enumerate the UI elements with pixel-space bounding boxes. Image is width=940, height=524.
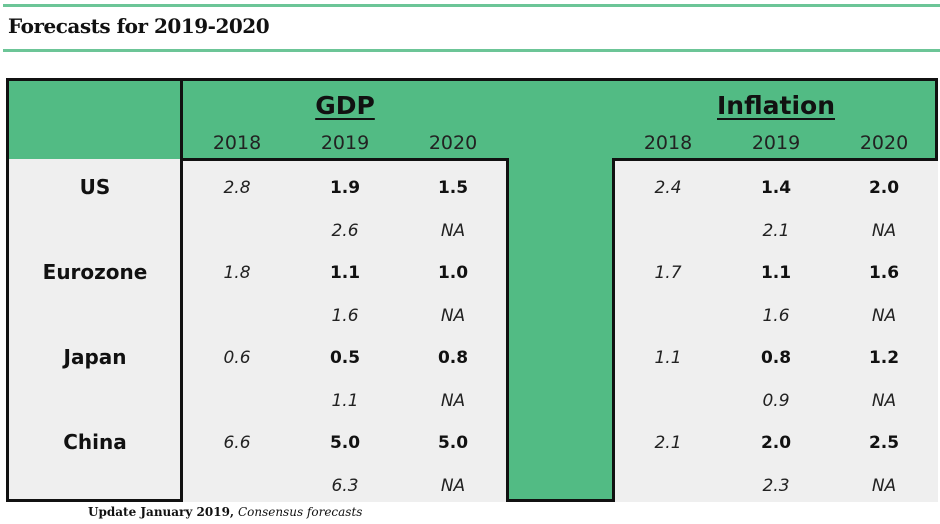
- inflation-2020: 2.5: [868, 433, 900, 453]
- inflation-2020: 1.2: [868, 348, 900, 368]
- gdp-2019-previous: 6.3: [331, 476, 359, 496]
- inflation-2020-previous: NA: [871, 391, 897, 411]
- inflation-2019: 0.8: [760, 348, 792, 368]
- inflation-2019-previous: 2.3: [762, 476, 790, 496]
- inflation-2018: 1.7: [654, 263, 682, 283]
- gdp-2020-previous: NA: [440, 391, 466, 411]
- country-label: Japan: [63, 345, 127, 369]
- gdp-2018: 1.8: [223, 263, 251, 283]
- gdp-header: GDP: [315, 91, 375, 120]
- inflation-2018: 2.4: [654, 178, 682, 198]
- forecast-table: GDP Inflation 2018 2019 2020 2018 2019 2…: [6, 78, 938, 502]
- gdp-2020-previous: NA: [440, 476, 466, 496]
- gdp-2018: 2.8: [223, 178, 251, 198]
- gdp-year: 2018: [212, 132, 262, 154]
- gdp-2019-previous: 2.6: [331, 221, 359, 241]
- inflation-year: 2020: [859, 132, 909, 154]
- country-label: Eurozone: [42, 260, 148, 284]
- title-rule: [3, 49, 940, 52]
- gdp-2019: 5.0: [329, 433, 361, 453]
- footer-source: Consensus forecasts: [237, 505, 363, 519]
- inflation-2020-previous: NA: [871, 306, 897, 326]
- gdp-2019: 1.1: [329, 263, 361, 283]
- footer-update: Update January 2019,: [88, 505, 235, 519]
- gdp-2020: 5.0: [437, 433, 469, 453]
- inflation-2019: 1.4: [760, 178, 792, 198]
- country-label: China: [63, 430, 127, 454]
- page-title: Forecasts for 2019-2020: [8, 14, 270, 38]
- gdp-2019: 1.9: [329, 178, 361, 198]
- inflation-header: Inflation: [717, 91, 835, 120]
- gdp-2020-previous: NA: [440, 221, 466, 241]
- inflation-2018: 1.1: [654, 348, 682, 368]
- gdp-2020: 0.8: [437, 348, 469, 368]
- gdp-2018: 6.6: [223, 433, 251, 453]
- inflation-year: 2019: [751, 132, 801, 154]
- inflation-2019: 2.0: [760, 433, 792, 453]
- gdp-2019: 0.5: [329, 348, 361, 368]
- top-rule: [3, 4, 940, 7]
- inflation-2019: 1.1: [760, 263, 792, 283]
- inflation-year: 2018: [643, 132, 693, 154]
- gdp-2019-previous: 1.1: [331, 391, 359, 411]
- country-panel: [9, 159, 183, 499]
- gdp-2020: 1.0: [437, 263, 469, 283]
- gdp-2020-previous: NA: [440, 306, 466, 326]
- inflation-2018: 2.1: [654, 433, 682, 453]
- inflation-2020: 2.0: [868, 178, 900, 198]
- gdp-2019-previous: 1.6: [331, 306, 359, 326]
- gdp-2018: 0.6: [223, 348, 251, 368]
- inflation-2019-previous: 2.1: [762, 221, 790, 241]
- inflation-2020-previous: NA: [871, 476, 897, 496]
- inflation-2020-previous: NA: [871, 221, 897, 241]
- gdp-year: 2020: [428, 132, 478, 154]
- column-divider: [180, 81, 183, 499]
- inflation-2019-previous: 0.9: [762, 391, 790, 411]
- gdp-year: 2019: [320, 132, 370, 154]
- country-label: US: [79, 175, 111, 199]
- inflation-2019-previous: 1.6: [762, 306, 790, 326]
- inflation-2020: 1.6: [868, 263, 900, 283]
- footer-note: Update January 2019, Consensus forecasts: [88, 505, 362, 519]
- gdp-2020: 1.5: [437, 178, 469, 198]
- gdp-panel: [183, 158, 509, 502]
- inflation-panel: [612, 158, 938, 502]
